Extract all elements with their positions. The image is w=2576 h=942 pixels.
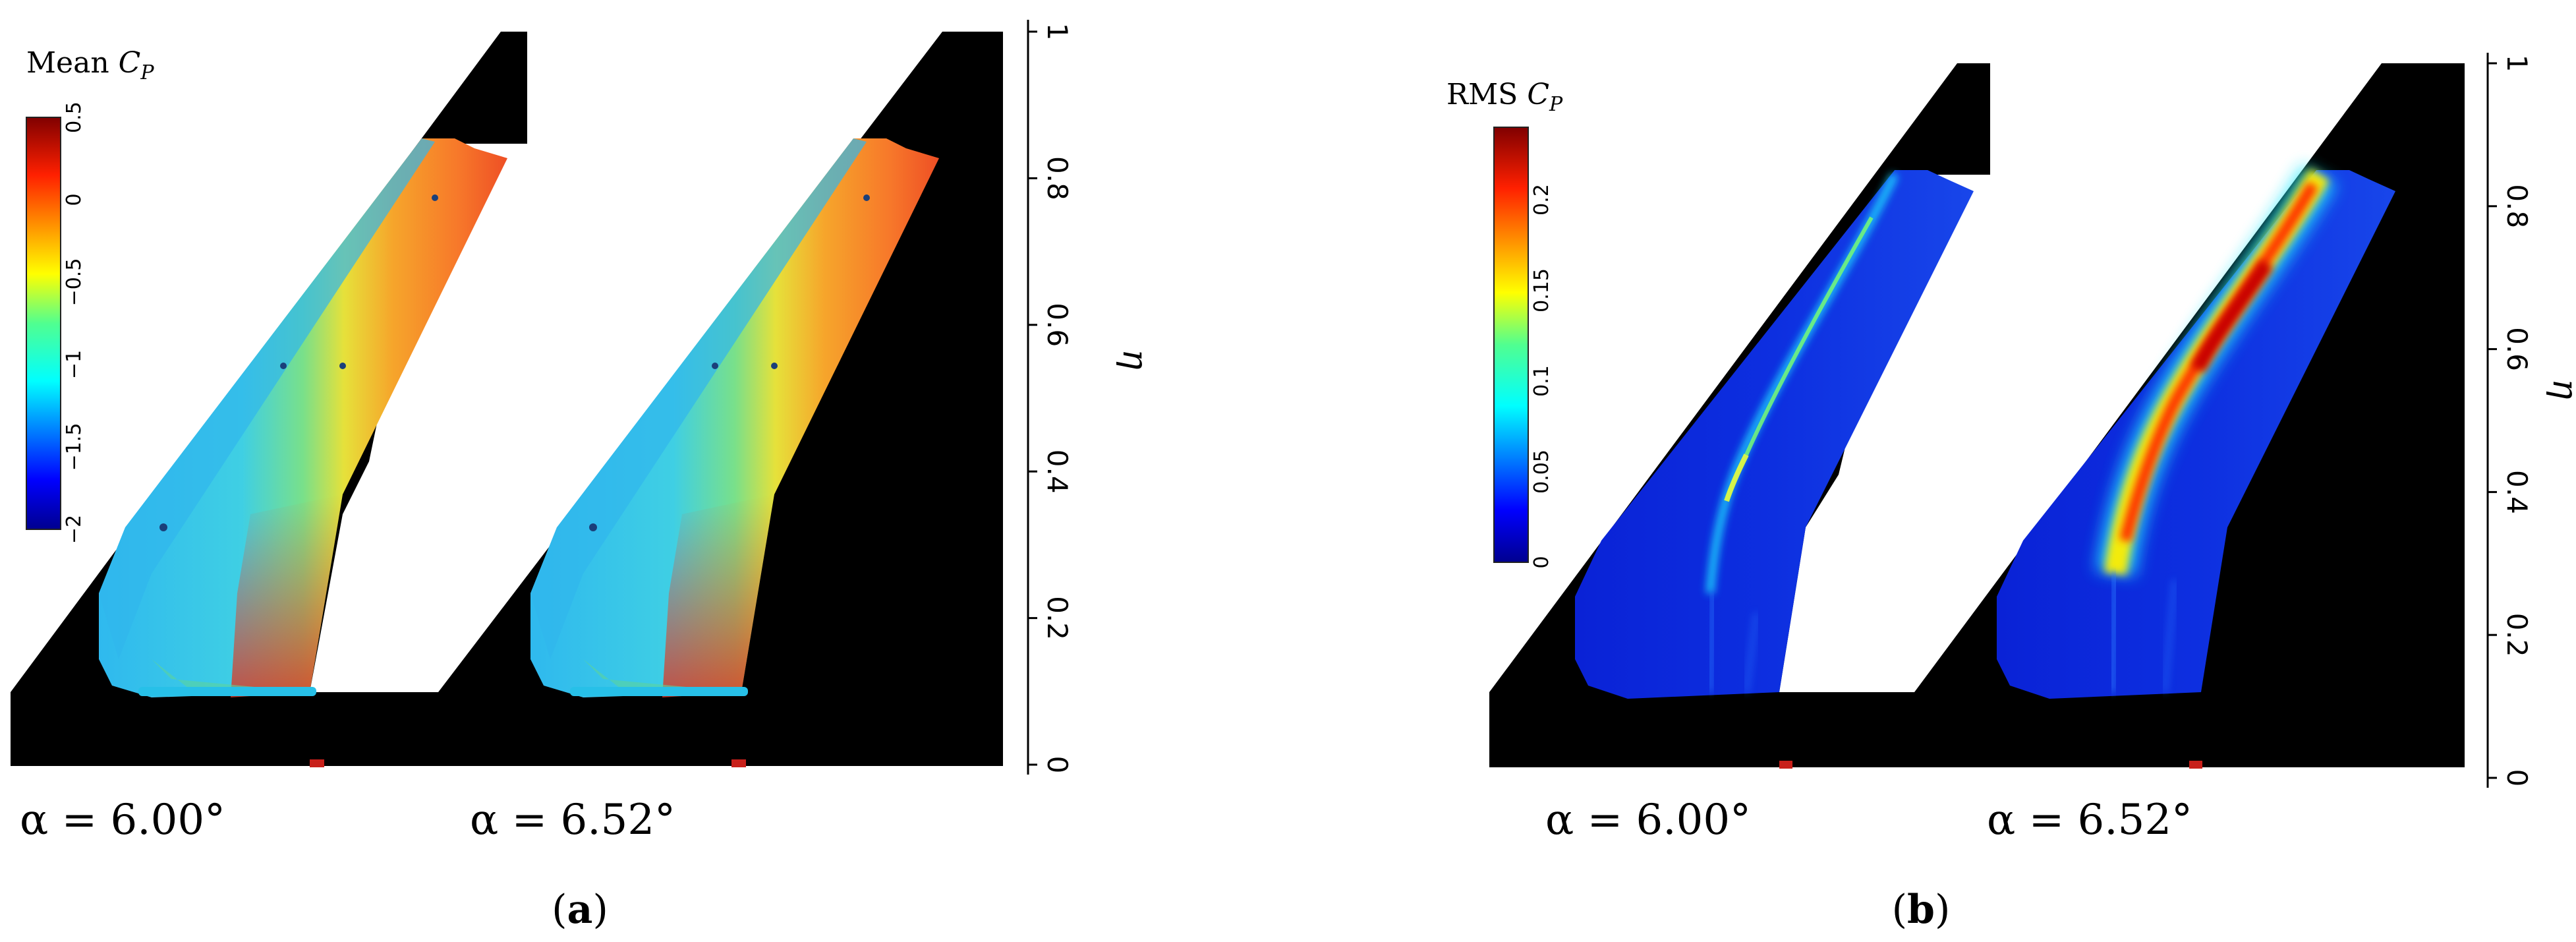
colorbar-tick-label: −1 [63, 350, 86, 379]
gap-region-b [1779, 175, 1911, 692]
eta-tick-label: 0.6 [1041, 303, 1073, 347]
eta-label-b: η [2545, 378, 2576, 399]
colorbar-tick-label: 0 [63, 193, 86, 206]
alpha-label-a1: α = 6.00° [20, 796, 225, 844]
wing-a2 [530, 138, 939, 697]
alpha-label-b2: α = 6.52° [1987, 796, 2192, 844]
panel-a: Mean CP 0.5 0 −0.5 −1 −1.5 −2 0 0.2 0.4 0.6 0.8 1 … [11, 20, 1155, 933]
eta-axis-a: 0 0.2 0.4 0.6 0.8 1 η [1027, 20, 1155, 775]
eta-ticks-a: 0 0.2 0.4 0.6 0.8 1 [1028, 23, 1073, 774]
caption-a: (a) [552, 887, 608, 933]
alpha-label-a2: α = 6.52° [470, 796, 675, 844]
eta-tick-label: 0 [2501, 769, 2533, 787]
colorbar-title-a: Mean CP [26, 46, 154, 84]
root-strip-a [11, 692, 1003, 766]
alpha-label-b1: α = 6.00° [1545, 796, 1751, 844]
panel-b: RMS CP 0.20.150.10.050 00.20.40.60.81 η … [1446, 53, 2576, 933]
eta-axis-b: 0 0.2 0.4 0.6 0.8 1 η [2486, 53, 2576, 788]
eta-tick-label: 0.4 [1041, 450, 1073, 494]
colorbar-tick-label: −2 [63, 515, 86, 544]
colorbar-b: RMS CP 0.2 0.15 0.1 0.05 0 [1446, 78, 1563, 569]
colorbar-tick-label: 0.05 [1530, 450, 1553, 494]
caption-b: (b) [1892, 887, 1951, 933]
eta-tick-label: 0.6 [2501, 327, 2533, 371]
colorbar-tick-label: 0.5 [63, 102, 86, 133]
eta-tick-label: 0.8 [2501, 184, 2533, 228]
eta-tick-label: 0 [1041, 756, 1073, 774]
colorbar-title-b: RMS CP [1446, 78, 1563, 116]
colorbar-tick-label: −1.5 [63, 423, 86, 471]
wing-b1 [1575, 170, 1974, 699]
colorbar-ticks-b: 0.2 0.15 0.1 0.05 0 [1530, 184, 1553, 568]
colorbar-gradient-a [26, 117, 61, 530]
eta-tick-label: 0.8 [1041, 156, 1073, 200]
colorbar-tick-label: 0.1 [1530, 365, 1553, 397]
colorbar-tick-label: 0.15 [1530, 268, 1553, 312]
eta-ticks-b: 0 0.2 0.4 0.6 0.8 1 [2488, 55, 2533, 787]
eta-tick-label: 0.4 [2501, 470, 2533, 514]
root-strip-b [1489, 692, 2465, 767]
eta-tick-label: 1 [1041, 23, 1073, 41]
eta-tick-label: 0.2 [1041, 596, 1073, 640]
colorbar-tick-label: 0.2 [1530, 184, 1553, 216]
wing-b2 [1997, 164, 2395, 699]
gap-region-a [310, 144, 435, 692]
colorbar-gradient-b [1493, 127, 1529, 563]
eta-label-a: η [1115, 349, 1155, 369]
eta-tick-label: 1 [2501, 55, 2533, 73]
colorbar-tick-label: 0 [1530, 556, 1553, 568]
wing-a1 [99, 138, 507, 697]
colorbar-a: Mean CP 0.5 0 −0.5 −1 −1.5 −2 [26, 46, 154, 544]
colorbar-tick-label: −0.5 [63, 258, 86, 307]
colorbar-ticks-a: 0.5 0 −0.5 −1 −1.5 −2 [63, 102, 86, 544]
eta-tick-label: 0.2 [2501, 613, 2533, 657]
